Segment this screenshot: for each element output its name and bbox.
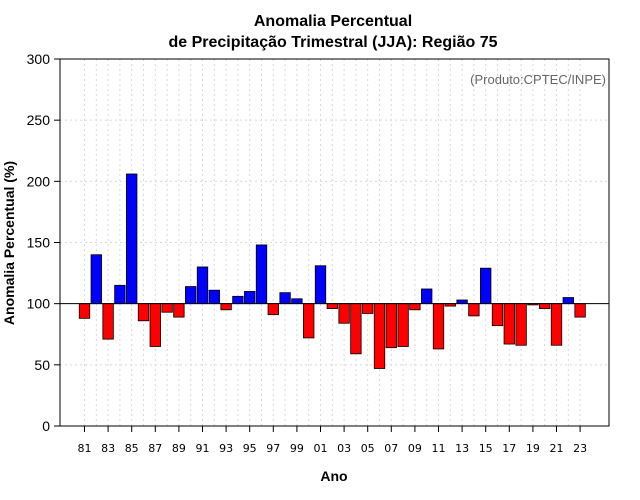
bar-02 xyxy=(326,303,338,309)
chart-title-line-2: de Precipitação Trimestral (JJA): Região… xyxy=(168,34,497,51)
x-tick-label: 23 xyxy=(573,442,587,455)
bar-94 xyxy=(232,295,244,305)
x-tick-label: 91 xyxy=(196,442,210,455)
y-tick-label: 300 xyxy=(27,51,51,67)
x-tick-label: 03 xyxy=(337,442,351,455)
x-tick-label: 15 xyxy=(479,442,493,455)
bar-10 xyxy=(421,288,433,305)
x-tick-label: 01 xyxy=(314,442,328,455)
bar-99 xyxy=(291,298,303,305)
x-tick-label: 05 xyxy=(361,442,375,455)
bar-09 xyxy=(409,303,421,311)
x-tick-label: 11 xyxy=(432,442,446,455)
bar-82 xyxy=(90,254,102,305)
y-axis-label: Anomalia Percentual (%) xyxy=(1,161,17,325)
grid-lines xyxy=(60,58,609,427)
x-tick-label: 19 xyxy=(526,442,540,455)
x-tick-label: 85 xyxy=(125,442,139,455)
x-tick-label: 13 xyxy=(455,442,469,455)
x-tick-label: 93 xyxy=(219,442,233,455)
bar-13 xyxy=(456,299,468,305)
bar-18 xyxy=(515,303,527,346)
bar-15 xyxy=(480,267,492,305)
bar-00 xyxy=(303,303,315,339)
bar-92 xyxy=(208,289,220,305)
y-tick-label: 250 xyxy=(27,112,51,128)
y-tick-label: 150 xyxy=(27,235,51,251)
bar-96 xyxy=(255,244,268,305)
x-tick-label: 81 xyxy=(78,442,92,455)
bar-23 xyxy=(574,303,586,318)
x-axis-label: Ano xyxy=(320,468,347,484)
bar-95 xyxy=(244,291,256,305)
bar-89 xyxy=(173,303,185,318)
bar-04 xyxy=(350,303,362,355)
x-tick-label: 89 xyxy=(172,442,186,455)
bar-14 xyxy=(468,303,480,317)
bar-97 xyxy=(267,303,279,316)
bar-85 xyxy=(126,173,138,305)
chart-title-line-1: Anomalia Percentual xyxy=(254,13,412,30)
bar-90 xyxy=(185,286,197,305)
bar-21 xyxy=(550,303,563,346)
bar-88 xyxy=(161,303,173,313)
credit-text: (Produto:CPTEC/INPE) xyxy=(470,72,606,87)
x-tick-label: 83 xyxy=(101,442,115,455)
bars xyxy=(78,173,586,369)
bar-06 xyxy=(373,303,386,369)
x-tick-label: 99 xyxy=(290,442,304,455)
bar-84 xyxy=(114,284,126,305)
bar-93 xyxy=(220,303,232,311)
bar-07 xyxy=(385,303,397,349)
x-tick-label: 09 xyxy=(408,442,422,455)
bar-01 xyxy=(314,265,327,305)
bar-05 xyxy=(362,303,374,314)
bar-86 xyxy=(137,303,150,322)
bar-20 xyxy=(539,303,551,309)
bar-87 xyxy=(149,303,161,347)
y-tick-label: 100 xyxy=(27,296,51,312)
x-tick-label: 95 xyxy=(243,442,257,455)
bar-08 xyxy=(397,303,409,347)
y-tick-label: 200 xyxy=(27,173,51,189)
bar-11 xyxy=(432,303,445,350)
x-tick-label: 17 xyxy=(502,442,516,455)
bar-16 xyxy=(491,303,504,327)
bar-22 xyxy=(562,297,574,305)
y-tick-label: 50 xyxy=(34,357,50,373)
bar-03 xyxy=(338,303,350,324)
x-tick-label: 87 xyxy=(148,442,162,455)
bar-17 xyxy=(503,303,515,345)
x-tick-label: 21 xyxy=(550,442,564,455)
bar-98 xyxy=(279,292,291,305)
bar-91 xyxy=(196,266,209,305)
y-tick-label: 0 xyxy=(42,418,50,434)
x-axis: 81 83 85 87 89 91 93 95 97 99 01 03 05 07 09 11 13 15 17 19… xyxy=(78,426,587,455)
x-tick-label: 07 xyxy=(384,442,398,455)
bar-81 xyxy=(78,303,91,319)
y-axis: 0 50 100 150 200 250 300 xyxy=(27,51,60,434)
bar-83 xyxy=(102,303,114,340)
x-tick-label: 97 xyxy=(266,442,280,455)
